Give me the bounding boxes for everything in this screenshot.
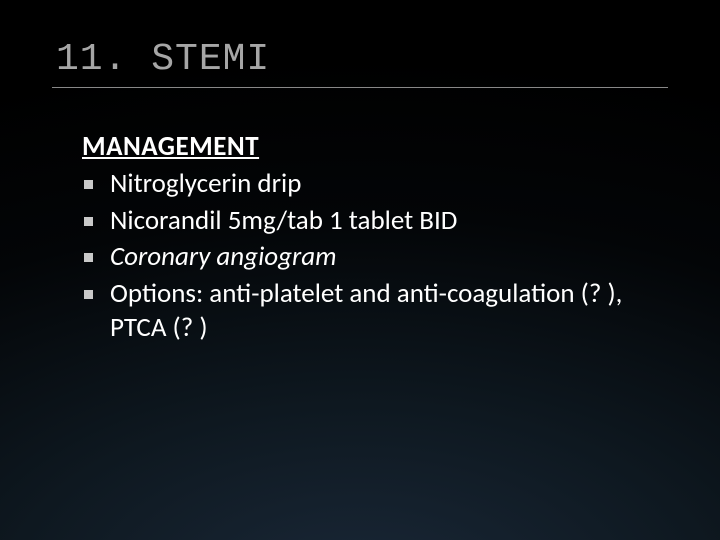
list-item: Options: anti-platelet and anti-coagulat… [82,277,658,346]
bullet-text: Options: anti-platelet and anti-coagulat… [110,277,622,345]
bullet-list: Nitroglycerin drip Nicorandil 5mg/tab 1 … [82,167,658,346]
list-item: Nicorandil 5mg/tab 1 tablet BID [82,204,658,239]
slide-content: MANAGEMENT Nitroglycerin drip Nicorandil… [52,130,668,346]
section-heading: MANAGEMENT [82,130,658,163]
list-item: Coronary angiogram [82,240,658,275]
list-item: Nitroglycerin drip [82,167,658,202]
slide-title: 11. STEMI [52,38,668,88]
bullet-text: Nitroglycerin drip [110,167,301,200]
bullet-text: Nicorandil 5mg/tab 1 tablet BID [110,204,457,237]
bullet-text: Coronary angiogram [110,240,337,273]
